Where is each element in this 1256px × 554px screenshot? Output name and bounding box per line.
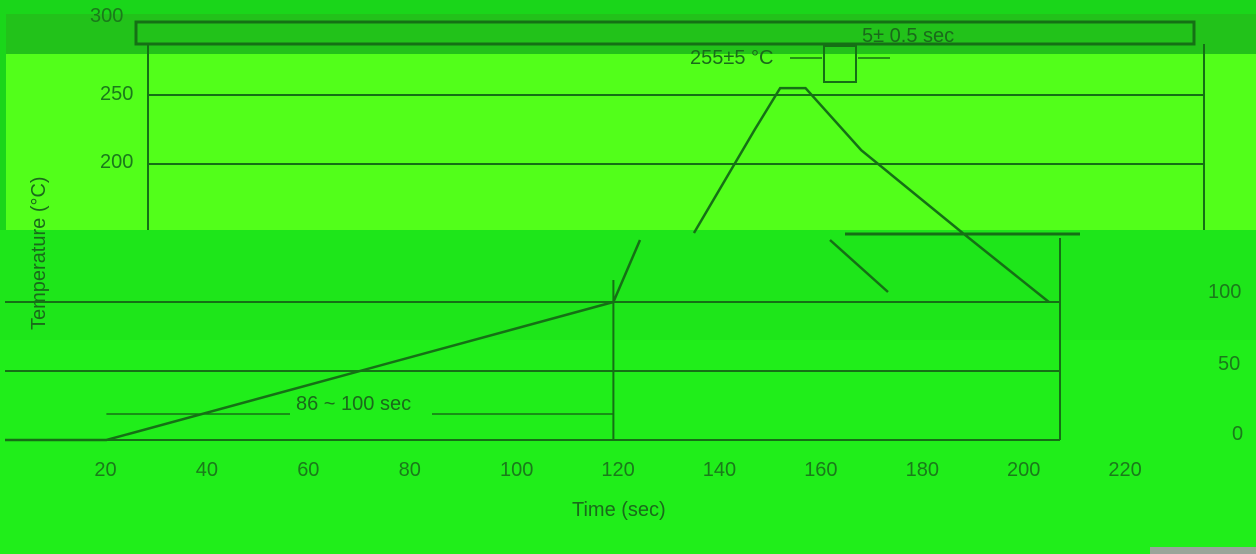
grid-lines (5, 94, 1204, 441)
y-tick-50: 50 (1218, 353, 1240, 375)
chart-band-middle (0, 230, 1256, 340)
annotation-peak-temp: 255±5 °C (690, 47, 773, 69)
top-frame (134, 20, 1196, 46)
x-tick-120: 120 (601, 459, 634, 481)
y-axis-label: Temperature (°C) (28, 176, 50, 330)
x-tick-180: 180 (906, 459, 939, 481)
y-tick-200: 200 (100, 151, 133, 173)
x-tick-20: 20 (94, 459, 116, 481)
y-tick-0: 0 (1232, 423, 1243, 445)
chart-band-lower (0, 340, 1256, 554)
x-tick-200: 200 (1007, 459, 1040, 481)
plot-frames (134, 20, 1205, 440)
series-line-fall (829, 239, 889, 293)
x-tick-160: 160 (804, 459, 837, 481)
x-tick-220: 220 (1108, 459, 1141, 481)
x-tick-60: 60 (297, 459, 319, 481)
series-line-rise (612, 239, 642, 303)
x-tick-140: 140 (703, 459, 736, 481)
tick-labels: 20 40 60 80 100 120 140 160 180 200 220 0 50 100 200 25… (90, 5, 1243, 481)
series-lines (5, 57, 1050, 442)
annotation-preheat: 86 ~ 100 sec (296, 393, 411, 415)
series-line-ramp (5, 300, 614, 442)
annotations: 86 ~ 100 sec 255±5 °C 5± 0.5 sec (296, 25, 954, 415)
annotation-dwell-time: 5± 0.5 sec (862, 25, 954, 47)
corner-mark (1150, 547, 1256, 554)
dwell-box (823, 45, 857, 83)
x-tick-100: 100 (500, 459, 533, 481)
y-tick-300: 300 (90, 5, 123, 27)
series-line-peak (692, 86, 1050, 303)
x-tick-40: 40 (196, 459, 218, 481)
x-axis-label: Time (sec) (572, 499, 666, 521)
y-tick-100: 100 (1208, 281, 1241, 303)
y-tick-250: 250 (100, 83, 133, 105)
x-tick-80: 80 (399, 459, 421, 481)
